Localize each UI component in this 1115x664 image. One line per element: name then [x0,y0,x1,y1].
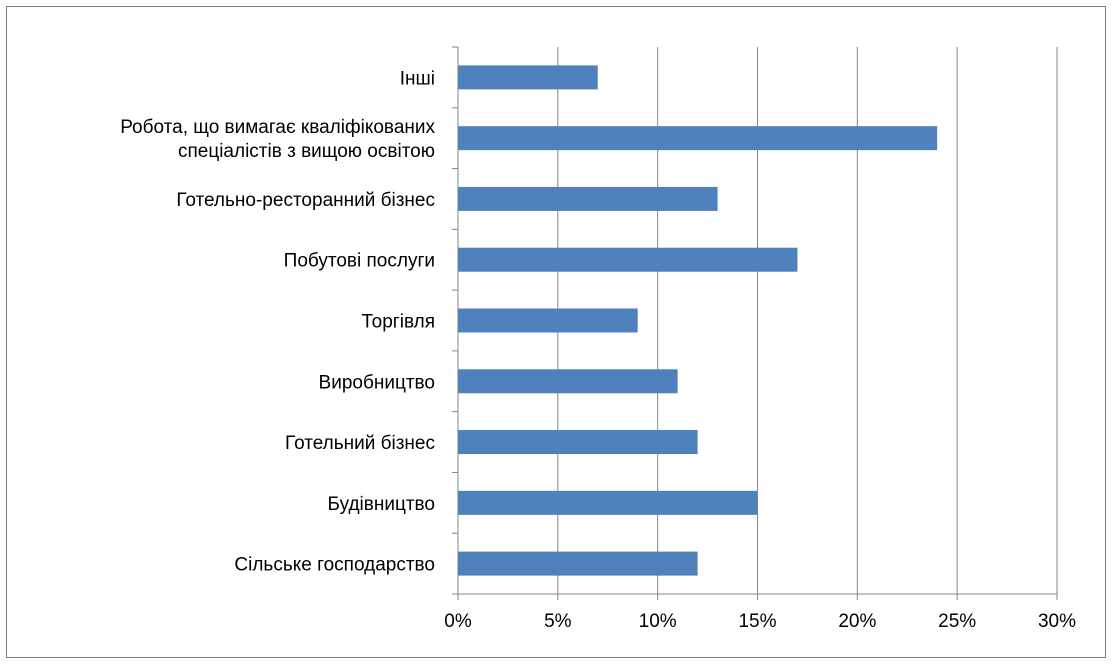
bar [458,65,598,90]
category-label: Виробництво [319,372,435,393]
bar [458,308,638,333]
bar [458,186,718,211]
bar [458,490,758,515]
x-tick-label: 5% [544,611,572,632]
bar [458,551,698,576]
category-label: Інші [400,68,435,89]
x-tick-label: 30% [1038,611,1076,632]
x-tick-label: 0% [444,611,472,632]
category-label: Побутові послуги [284,251,435,272]
category-label: Будівництво [328,494,435,515]
bar [458,430,698,455]
category-label: Сільське господарство [234,555,435,576]
x-tick-label: 10% [639,611,677,632]
x-tick-label: 25% [938,611,976,632]
bar [458,369,678,394]
category-label: спеціалістів з вищою освітою [178,141,435,162]
category-label: Торгівля [362,312,435,333]
bar [458,247,798,272]
x-tick-label: 20% [838,611,876,632]
category-label: Готельно-ресторанний бізнес [176,190,435,211]
category-label: Готельний бізнес [285,433,435,454]
bar [458,126,938,151]
x-tick-label: 15% [738,611,776,632]
category-label: Робота, що вимагає кваліфікованих [120,117,435,138]
